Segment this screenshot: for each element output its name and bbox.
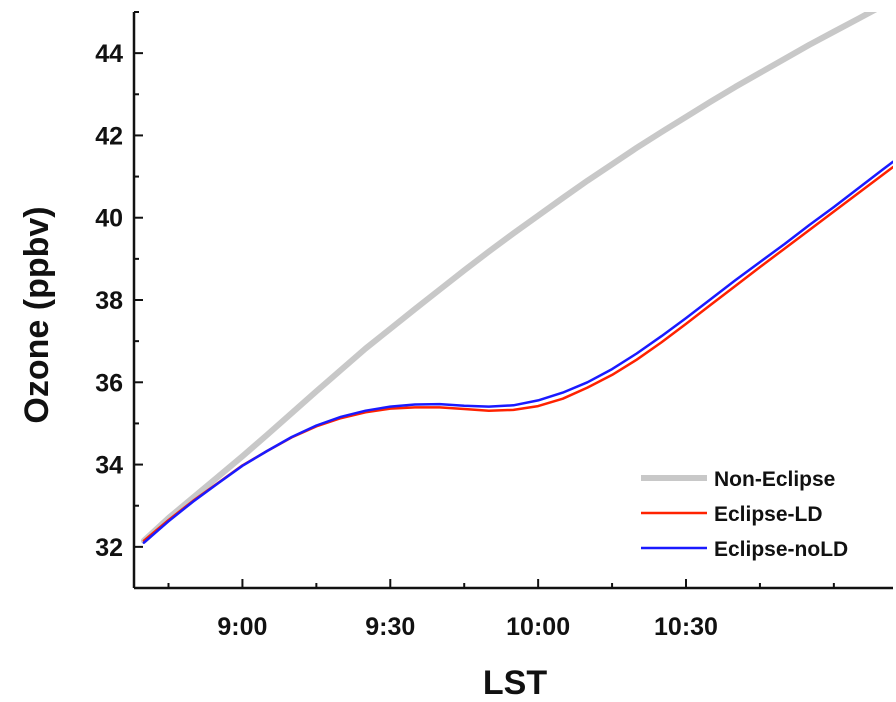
x-tick-label: 9:00 — [217, 613, 267, 641]
x-tick-label: 9:30 — [365, 613, 415, 641]
legend-label: Eclipse-LD — [714, 503, 823, 526]
y-tick-label: 36 — [95, 369, 123, 397]
series-line-non-eclipse — [140, 12, 878, 544]
legend-label: Non-Eclipse — [714, 468, 835, 491]
y-tick-label: 42 — [95, 122, 123, 150]
y-axis-title: Ozone (ppbv) — [18, 206, 56, 423]
y-tick-label: 34 — [95, 452, 123, 480]
axes: 32 34 36 38 40 42 44 9:00 9:30 10:00 10:30 — [95, 11, 835, 641]
plot-frame — [132, 12, 893, 590]
series-line-eclipse-nold — [142, 160, 893, 544]
y-tick-label: 40 — [95, 205, 123, 233]
x-tick-label: 10:30 — [654, 613, 718, 641]
data-series — [140, 12, 893, 544]
y-tick-label: 44 — [95, 40, 123, 68]
legend: Non-Eclipse Eclipse-LD Eclipse-noLD — [641, 468, 848, 561]
y-tick-label: 38 — [95, 287, 123, 315]
legend-label: Eclipse-noLD — [714, 538, 848, 561]
x-tick-label: 10:00 — [506, 613, 570, 641]
x-axis-title: LST — [483, 664, 547, 702]
y-tick-label: 32 — [95, 534, 123, 562]
